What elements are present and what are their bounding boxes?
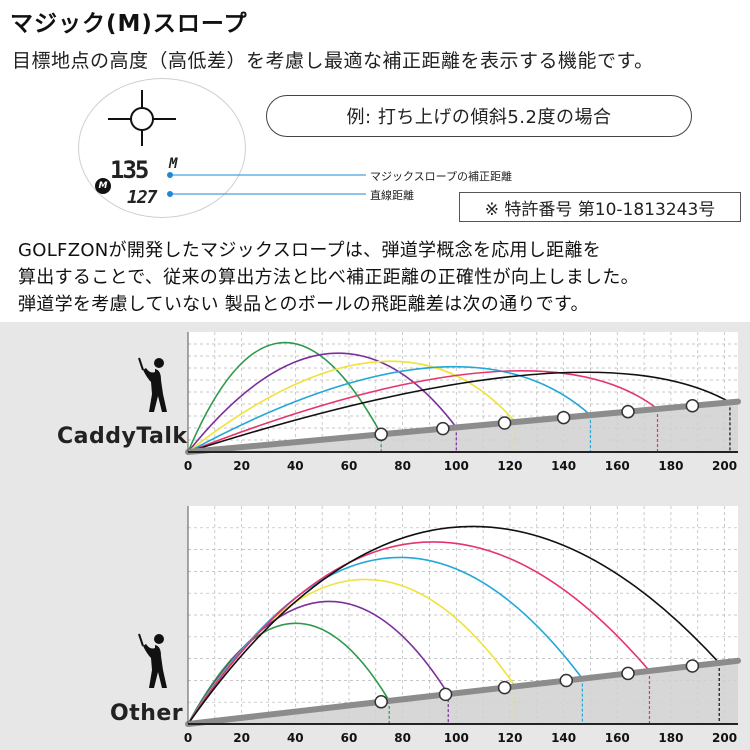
patent-box: ※ 特許番号 第10-1813243号 xyxy=(459,192,741,222)
x-tick-label: 160 xyxy=(605,731,630,744)
trajectory-black xyxy=(187,371,731,453)
page-title: マジック(M)スロープ xyxy=(10,11,248,37)
trajectory-pink xyxy=(187,370,659,453)
crosshair-icon xyxy=(108,90,176,146)
trajectory-cyan xyxy=(187,556,584,725)
x-tick-label: 140 xyxy=(551,731,576,744)
trajectory-pink xyxy=(187,541,651,725)
landing-marker xyxy=(497,680,512,695)
caddytalk-label: CaddyTalk xyxy=(57,424,188,449)
trajectory-purple xyxy=(187,352,457,453)
x-tick-label: 20 xyxy=(233,731,250,744)
x-tick-label: 40 xyxy=(287,731,304,744)
rangefinder-display xyxy=(78,78,246,218)
trajectory-purple xyxy=(187,600,449,725)
corrected-distance-label: マジックスロープの補正距離 xyxy=(370,170,513,183)
x-tick-label: 120 xyxy=(497,731,522,744)
paragraph-line-2: 算出することで、従来の算出方法と比べ補正距離の正確性が向上しました。 xyxy=(18,267,639,288)
trajectory-yellow xyxy=(187,360,516,453)
landing-marker xyxy=(685,399,700,413)
paragraph-line-1: GOLFZONが開発したマジックスロープは、弾道学概念を応用し距離を xyxy=(18,240,602,261)
x-tick-label: 60 xyxy=(341,731,358,744)
x-tick-label: 0 xyxy=(184,459,192,473)
distance-unit: M xyxy=(169,156,178,172)
x-tick-label: 180 xyxy=(658,731,683,744)
slope-line xyxy=(185,398,741,455)
trajectory-green xyxy=(187,622,390,725)
x-tick-label: 60 xyxy=(341,459,358,473)
corrected-distance-readout: 135 xyxy=(110,156,149,184)
trajectory-cyan xyxy=(187,366,591,453)
x-tick-label: 180 xyxy=(658,459,683,473)
landing-marker xyxy=(497,416,512,430)
trajectory-green xyxy=(187,342,382,453)
landing-marker xyxy=(621,666,635,681)
magic-slope-badge: M xyxy=(95,178,111,194)
x-tick-label: 160 xyxy=(605,459,630,473)
golfer-icon xyxy=(138,633,167,688)
landing-marker xyxy=(685,659,700,673)
comparison-panels: 0 20 40 60 80 100 120 140 160 180 200 0 20 40 60 80 100… xyxy=(0,322,750,750)
x-tick-label: 200 xyxy=(712,459,737,473)
example-pill: 例: 打ち上げの傾斜5.2度の場合 xyxy=(266,95,692,137)
x-tick-label: 200 xyxy=(712,731,737,744)
landing-marker xyxy=(556,410,571,425)
x-tick-label: 100 xyxy=(444,459,469,473)
x-tick-label: 40 xyxy=(287,459,304,473)
x-tick-label: 140 xyxy=(551,459,576,473)
feature-description: 目標地点の高度（高低差）を考慮し最適な補正距離を表示する機能です。 xyxy=(12,50,654,72)
x-tick-label: 100 xyxy=(444,731,469,744)
straight-distance-label: 直線距離 xyxy=(370,189,414,202)
landing-marker xyxy=(621,404,635,419)
landing-marker xyxy=(438,687,453,702)
x-tick-label: 80 xyxy=(394,459,411,473)
landing-marker xyxy=(436,421,450,436)
x-tick-label: 80 xyxy=(394,731,411,744)
golfer-icon xyxy=(138,357,167,412)
straight-distance-readout: 127 xyxy=(127,187,157,208)
callout-lines xyxy=(167,172,366,197)
other-chart: 0 20 40 60 80 100 120 140 160 180 200 xyxy=(184,506,741,744)
landing-marker xyxy=(374,427,388,442)
trajectory-black xyxy=(187,525,720,725)
caddytalk-chart: 0 20 40 60 80 100 120 140 160 180 200 xyxy=(184,332,741,473)
landing-marker xyxy=(374,695,388,709)
landing-marker xyxy=(559,673,574,688)
x-tick-label: 20 xyxy=(233,459,250,473)
paragraph-line-3: 弾道学を考慮していない 製品とのボールの飛距離差は次の通りです。 xyxy=(18,294,589,315)
x-tick-label: 0 xyxy=(184,731,192,744)
other-label: Other xyxy=(110,701,184,726)
x-tick-label: 120 xyxy=(497,459,522,473)
slope-line xyxy=(185,657,741,727)
